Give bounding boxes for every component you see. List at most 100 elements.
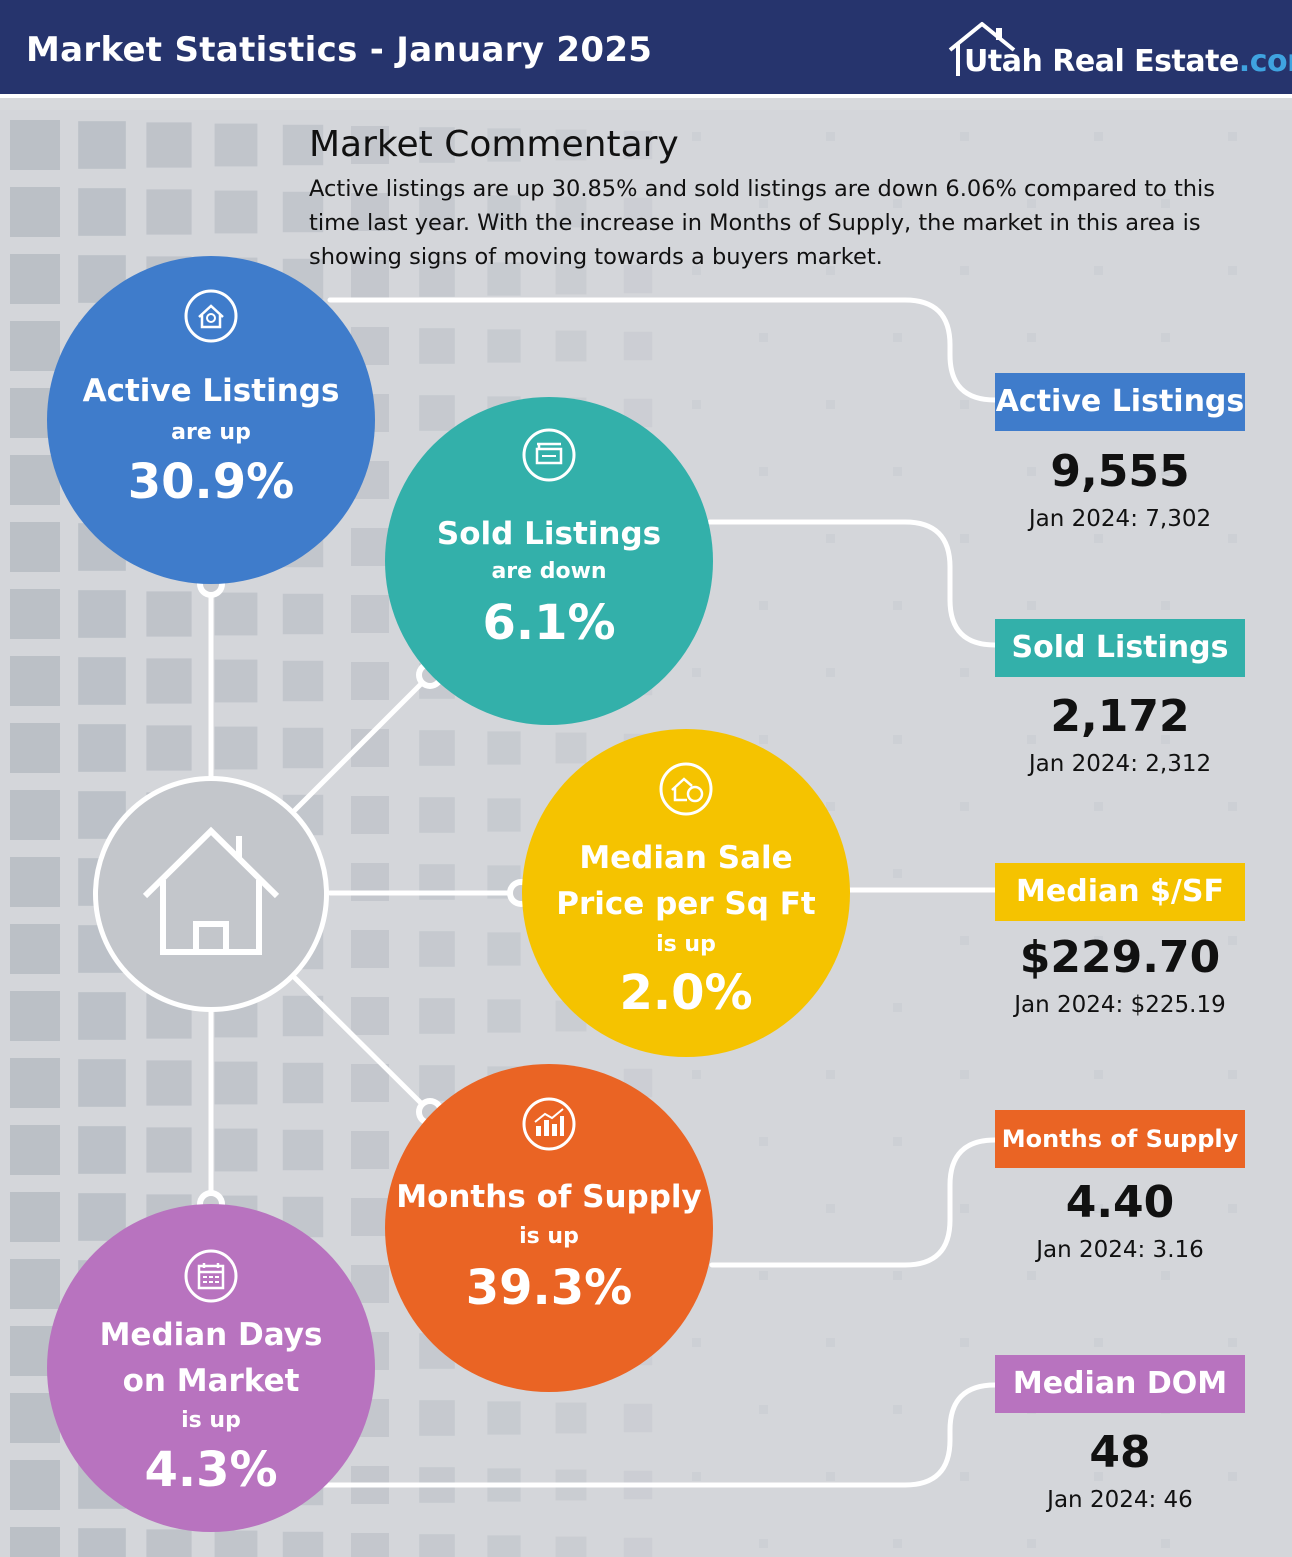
active-listings-direction: are up xyxy=(171,420,251,445)
grid-square xyxy=(10,1527,60,1557)
grid-square xyxy=(759,199,769,209)
grid-square xyxy=(1094,1204,1104,1214)
grid-square xyxy=(1161,199,1171,209)
grid-square xyxy=(759,333,769,343)
grid-square xyxy=(419,261,455,297)
active-listings-tag: Active Listings xyxy=(995,373,1245,431)
logo-house-icon xyxy=(948,22,1016,76)
grid-square xyxy=(692,1338,702,1348)
grid-square xyxy=(1027,601,1037,611)
commentary-title: Market Commentary xyxy=(309,124,679,165)
grid-square xyxy=(1027,467,1037,477)
grid-square xyxy=(759,467,769,477)
grid-square xyxy=(692,1472,702,1482)
median-dom-previous: Jan 2024: 46 xyxy=(1047,1487,1193,1513)
logo-suffix-text: .com xyxy=(1238,44,1292,79)
grid-square xyxy=(1094,266,1104,276)
median-price-previous: Jan 2024: $225.19 xyxy=(1014,992,1226,1018)
median-price-title-line1: Median Sale xyxy=(579,840,793,876)
grid-square xyxy=(419,998,455,1034)
grid-square xyxy=(146,1060,192,1106)
grid-square xyxy=(1094,802,1104,812)
grid-square xyxy=(893,601,903,611)
grid-square xyxy=(893,1003,903,1013)
grid-square xyxy=(1027,1539,1037,1549)
grid-square xyxy=(893,1271,903,1281)
grid-square xyxy=(960,266,970,276)
grid-square xyxy=(487,731,521,765)
grid-square xyxy=(78,188,126,236)
active-listings-percent: 30.9% xyxy=(127,454,295,510)
grid-square xyxy=(351,930,389,968)
grid-square xyxy=(487,262,521,296)
grid-square xyxy=(1228,132,1238,142)
grid-square xyxy=(146,725,192,771)
grid-square xyxy=(282,1531,324,1557)
grid-square xyxy=(623,331,653,361)
sold-listings-percent: 6.1% xyxy=(482,595,616,651)
grid-square xyxy=(282,1129,324,1171)
median-dom-bubble: Median Days on Market is up 4.3% xyxy=(47,1204,375,1532)
grid-square xyxy=(692,400,702,410)
grid-square xyxy=(960,802,970,812)
grid-square xyxy=(351,1533,389,1557)
house-price-icon xyxy=(659,762,713,816)
grid-square xyxy=(146,591,192,637)
grid-square xyxy=(351,260,389,298)
grid-square xyxy=(351,528,389,566)
grid-square xyxy=(419,395,455,431)
site-logo[interactable]: Utah Real Estate.com xyxy=(946,20,1292,84)
active-listings-value: 9,555 xyxy=(1050,446,1190,497)
grid-square xyxy=(555,1402,587,1434)
grid-square xyxy=(10,1058,60,1108)
grid-square xyxy=(1228,1338,1238,1348)
grid-square xyxy=(487,1401,521,1435)
grid-square xyxy=(78,724,126,772)
median-price-direction: is up xyxy=(656,932,716,957)
sold-listings-previous: Jan 2024: 2,312 xyxy=(1028,751,1212,777)
grid-square xyxy=(960,668,970,678)
grid-square xyxy=(826,132,836,142)
grid-square xyxy=(487,1535,521,1557)
grid-square xyxy=(10,522,60,572)
grid-square xyxy=(419,797,455,833)
grid-square xyxy=(282,660,324,702)
median-dom-direction: is up xyxy=(181,1408,241,1433)
sold-listings-value: 2,172 xyxy=(1050,691,1190,742)
active-listings-previous: Jan 2024: 7,302 xyxy=(1028,506,1212,532)
grid-square xyxy=(10,589,60,639)
grid-square xyxy=(10,857,60,907)
grid-square xyxy=(10,723,60,773)
grid-square xyxy=(214,123,258,167)
grid-square xyxy=(826,802,836,812)
grid-square xyxy=(10,924,60,974)
grid-square xyxy=(759,1405,769,1415)
months-supply-value: 4.40 xyxy=(1065,1177,1175,1228)
calendar-icon xyxy=(184,1249,238,1303)
sold-sign-icon xyxy=(522,428,576,482)
grid-square xyxy=(1161,333,1171,343)
grid-square xyxy=(555,330,587,362)
grid-square xyxy=(214,659,258,703)
grid-square xyxy=(10,790,60,840)
house-search-icon xyxy=(184,289,238,343)
grid-square xyxy=(78,657,126,705)
grid-square xyxy=(214,1530,258,1557)
grid-square xyxy=(1094,1472,1104,1482)
grid-square xyxy=(10,991,60,1041)
grid-square xyxy=(893,735,903,745)
grid-square xyxy=(893,333,903,343)
months-supply-percent: 39.3% xyxy=(465,1260,633,1316)
grid-square xyxy=(10,1125,60,1175)
grid-square xyxy=(1094,936,1104,946)
grid-square xyxy=(759,601,769,611)
grid-square xyxy=(78,121,126,169)
grid-square xyxy=(623,1403,653,1433)
grid-square xyxy=(351,997,389,1035)
grid-square xyxy=(893,467,903,477)
grid-square xyxy=(1027,333,1037,343)
grid-square xyxy=(487,999,521,1033)
median-price-tag: Median $/SF xyxy=(995,863,1245,921)
grid-square xyxy=(351,796,389,834)
grid-square xyxy=(419,1400,455,1436)
